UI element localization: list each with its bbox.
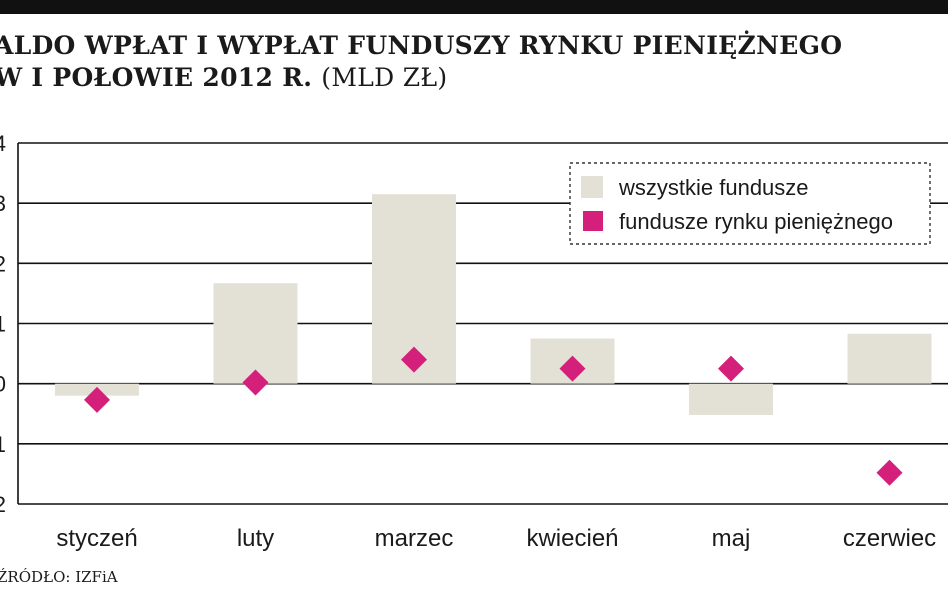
x-tick-label: styczeń (56, 525, 137, 552)
bar-czerwiec (847, 333, 932, 384)
legend-swatch-marker (583, 211, 603, 231)
bar-maj (689, 383, 773, 415)
y-tick-label: 1 (0, 312, 6, 337)
chart-title: ALDO WPŁAT I WYPŁAT FUNDUSZY RYNKU PIENI… (0, 30, 948, 94)
chart-title-line2-text: W I POŁOWIE 2012 R. (0, 63, 313, 92)
marker-maj (718, 355, 744, 382)
legend-label-all-funds: wszystkie fundusze (618, 175, 809, 200)
x-tick-labels: styczeń luty marzec kwiecień maj czerwiec (56, 525, 936, 552)
legend-swatch-bar (581, 176, 603, 198)
marker-styczeń (84, 386, 110, 413)
y-tick-label: 2 (0, 492, 6, 517)
x-tick-label: kwiecień (526, 525, 618, 552)
y-tick-labels: 4 3 2 1 0 1 2 (0, 131, 6, 517)
y-tick-label: 4 (0, 131, 6, 156)
marker-marzec (401, 346, 427, 373)
marker-kwiecień (559, 355, 586, 382)
chart-legend: wszystkie fundusze fundusze rynku pienięż… (569, 162, 931, 245)
source-note: ŹRÓDŁO: IZFiA (0, 568, 118, 586)
x-tick-label: luty (237, 525, 274, 552)
x-tick-label: maj (712, 525, 751, 552)
top-black-bar (0, 0, 948, 14)
chart-title-line2: W I POŁOWIE 2012 R. (MLD ZŁ) (0, 62, 948, 94)
y-tick-label: 0 (0, 372, 6, 397)
x-tick-label: marzec (375, 525, 454, 552)
y-tick-label: 2 (0, 251, 6, 276)
chart-bars (55, 194, 932, 415)
bar-luty (213, 283, 298, 384)
chart-unit: (MLD ZŁ) (321, 63, 448, 92)
marker-luty (242, 369, 269, 396)
legend-label-money-market: fundusze rynku pieniężnego (619, 209, 893, 234)
x-tick-label: czerwiec (843, 525, 936, 552)
y-tick-label: 1 (0, 432, 6, 457)
marker-czerwiec (876, 459, 903, 486)
chart-title-line1: ALDO WPŁAT I WYPŁAT FUNDUSZY RYNKU PIENI… (0, 31, 843, 60)
y-tick-label: 3 (0, 191, 6, 216)
chart-markers (84, 346, 903, 486)
legend-box (569, 162, 931, 245)
